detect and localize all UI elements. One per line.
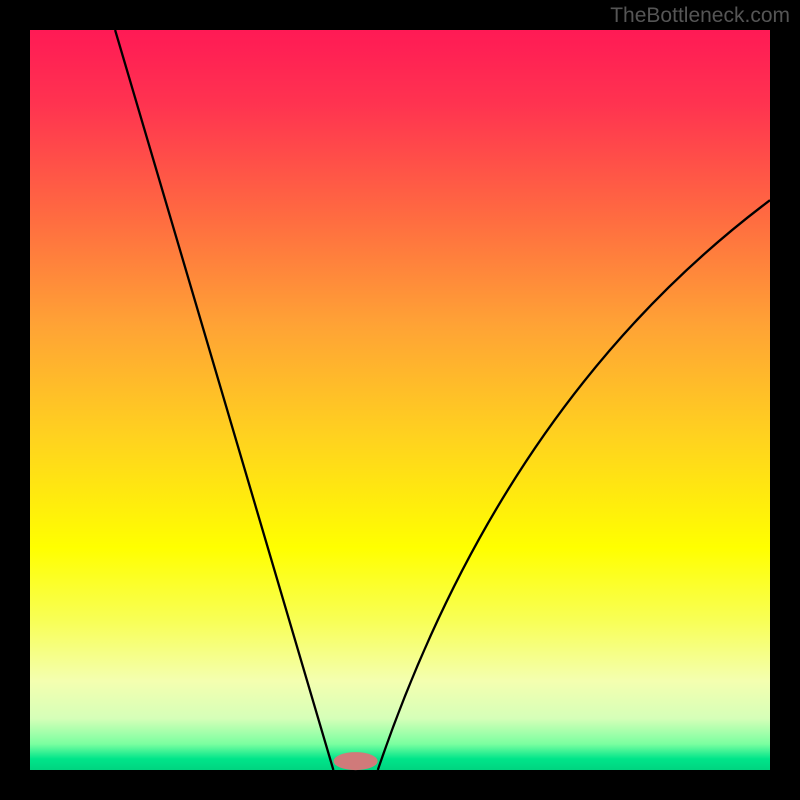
bottleneck-chart-svg: [0, 0, 800, 800]
plot-area: [30, 30, 770, 770]
watermark-text: TheBottleneck.com: [610, 4, 790, 28]
chart-stage: TheBottleneck.com: [0, 0, 800, 800]
dip-marker: [334, 752, 378, 770]
